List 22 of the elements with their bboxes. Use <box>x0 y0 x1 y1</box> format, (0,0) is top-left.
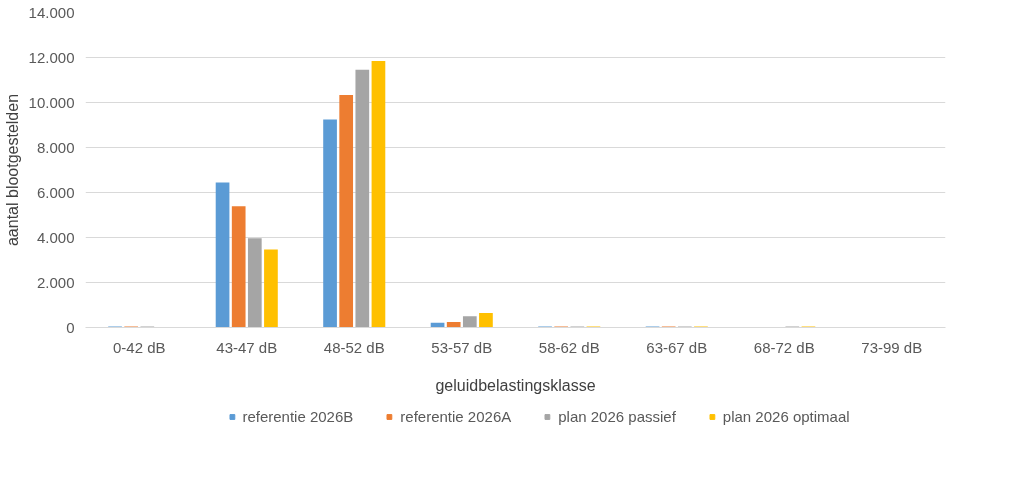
y-tick-label: 6.000 <box>36 183 75 201</box>
legend-label: plan 2026 optimaal <box>722 407 850 425</box>
x-tick-label: 0-42 dB <box>112 338 166 356</box>
legend-label: referentie 2026B <box>242 407 354 425</box>
x-tick-label: 43-47 dB <box>216 338 278 356</box>
legend-label: plan 2026 passief <box>558 407 676 425</box>
x-tick-label: 63-67 dB <box>646 338 708 356</box>
y-tick-label: 0 <box>66 318 75 336</box>
x-tick-label: 53-57 dB <box>431 338 493 356</box>
y-tick-label: 2.000 <box>36 273 75 291</box>
y-tick-label: 10.000 <box>28 93 75 111</box>
x-tick-label: 68-72 dB <box>753 338 815 356</box>
x-tick-label: 48-52 dB <box>323 338 385 356</box>
y-tick-label: 4.000 <box>36 228 75 246</box>
y-tick-label: 14.000 <box>28 3 75 21</box>
y-tick-label: 12.000 <box>28 48 75 66</box>
x-tick-label: 58-62 dB <box>538 338 600 356</box>
y-tick-label: 8.000 <box>36 138 75 156</box>
y-axis-title: aantal blootgestelden <box>3 93 21 247</box>
legend-label: referentie 2026A <box>400 407 512 425</box>
x-tick-label: 73-99 dB <box>861 338 923 356</box>
x-axis-title: geluidbelastingsklasse <box>435 376 596 394</box>
